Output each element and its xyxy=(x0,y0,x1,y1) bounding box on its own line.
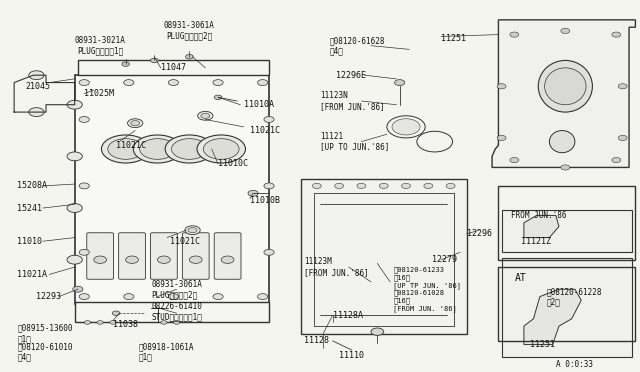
Text: 11010: 11010 xyxy=(17,237,42,246)
Text: 11010B: 11010B xyxy=(250,196,280,205)
FancyBboxPatch shape xyxy=(301,179,467,334)
Circle shape xyxy=(125,256,138,263)
Circle shape xyxy=(173,321,180,324)
Text: 08226-61410
STUDスタッド（1）: 08226-61410 STUDスタッド（1） xyxy=(151,302,202,321)
Text: 15241: 15241 xyxy=(17,203,42,212)
Ellipse shape xyxy=(549,131,575,153)
Circle shape xyxy=(112,311,120,315)
Circle shape xyxy=(127,119,143,128)
Text: Ⓑ08120-61628
（4）: Ⓑ08120-61628 （4） xyxy=(330,36,385,55)
Text: 11010A: 11010A xyxy=(244,100,273,109)
FancyBboxPatch shape xyxy=(502,210,632,252)
FancyBboxPatch shape xyxy=(78,60,269,75)
Circle shape xyxy=(150,58,158,62)
Circle shape xyxy=(122,62,129,66)
Circle shape xyxy=(264,249,274,255)
Circle shape xyxy=(264,116,274,122)
Circle shape xyxy=(618,84,627,89)
Circle shape xyxy=(335,183,344,189)
Circle shape xyxy=(257,294,268,299)
Text: 11025M: 11025M xyxy=(84,89,114,98)
Circle shape xyxy=(109,321,116,324)
Circle shape xyxy=(213,294,223,299)
Text: 11123N
[FROM JUN.'86]: 11123N [FROM JUN.'86] xyxy=(320,91,385,111)
Circle shape xyxy=(94,256,106,263)
Circle shape xyxy=(67,100,83,109)
FancyBboxPatch shape xyxy=(118,233,145,279)
Text: 08931-3061A
PLUGプラグ（2）: 08931-3061A PLUGプラグ（2） xyxy=(164,21,215,41)
Circle shape xyxy=(73,286,83,292)
Ellipse shape xyxy=(545,68,586,105)
Circle shape xyxy=(79,80,90,86)
Text: 11251: 11251 xyxy=(441,34,466,43)
Circle shape xyxy=(221,256,234,263)
Circle shape xyxy=(157,256,170,263)
Circle shape xyxy=(248,190,258,196)
Circle shape xyxy=(67,152,83,161)
FancyBboxPatch shape xyxy=(75,302,269,323)
Circle shape xyxy=(510,32,519,37)
Text: ⑩08915-13600
（1）: ⑩08915-13600 （1） xyxy=(17,324,73,343)
Circle shape xyxy=(392,119,420,135)
Circle shape xyxy=(401,183,410,189)
Circle shape xyxy=(79,116,90,122)
Circle shape xyxy=(131,121,140,126)
Text: 11021C: 11021C xyxy=(116,141,146,150)
Circle shape xyxy=(172,139,207,159)
Circle shape xyxy=(424,183,433,189)
Circle shape xyxy=(618,135,627,141)
Circle shape xyxy=(612,157,621,163)
Circle shape xyxy=(84,321,91,324)
Text: 11110: 11110 xyxy=(339,351,364,360)
Circle shape xyxy=(168,80,179,86)
Text: 11121Z: 11121Z xyxy=(521,237,551,246)
Circle shape xyxy=(67,255,83,264)
Circle shape xyxy=(124,294,134,299)
Circle shape xyxy=(312,183,321,189)
Circle shape xyxy=(497,84,506,89)
Text: 12293: 12293 xyxy=(36,292,61,301)
Polygon shape xyxy=(492,20,636,167)
Text: Ⓑ08120-61233
（16）
[UP TP JUN. '86]
Ⓑ08120-61028
（16）
[FROM JUN. '86]: Ⓑ08120-61233 （16） [UP TP JUN. '86] Ⓑ0812… xyxy=(394,267,461,312)
Circle shape xyxy=(197,135,246,163)
Circle shape xyxy=(371,328,384,335)
Circle shape xyxy=(188,228,197,233)
Circle shape xyxy=(612,32,621,37)
Text: 11021C: 11021C xyxy=(170,237,200,246)
FancyBboxPatch shape xyxy=(87,233,113,279)
Circle shape xyxy=(204,139,239,159)
Text: 11128: 11128 xyxy=(304,336,329,345)
Circle shape xyxy=(198,111,213,120)
Text: 11010C: 11010C xyxy=(218,159,248,168)
Text: 11047: 11047 xyxy=(161,63,186,72)
Text: Ⓑ08120-61228
（2）: Ⓑ08120-61228 （2） xyxy=(546,287,602,306)
Text: 11128A: 11128A xyxy=(333,311,363,320)
FancyBboxPatch shape xyxy=(75,75,269,304)
Circle shape xyxy=(29,71,44,80)
Circle shape xyxy=(357,183,366,189)
Circle shape xyxy=(124,80,134,86)
Circle shape xyxy=(79,294,90,299)
Polygon shape xyxy=(524,215,559,238)
Circle shape xyxy=(185,226,200,235)
Circle shape xyxy=(257,80,268,86)
Text: 12296: 12296 xyxy=(467,230,492,238)
Text: Ⓑ08120-61010
（4）: Ⓑ08120-61010 （4） xyxy=(17,342,73,362)
Text: 11038: 11038 xyxy=(113,320,138,329)
Text: FROM JUN.'86: FROM JUN.'86 xyxy=(511,211,566,220)
Circle shape xyxy=(140,139,175,159)
Circle shape xyxy=(561,28,570,33)
Text: 08931-3061A
PLUGプラグ（2）: 08931-3061A PLUGプラグ（2） xyxy=(151,279,202,299)
Circle shape xyxy=(79,183,90,189)
Polygon shape xyxy=(524,289,581,344)
Text: 11021A: 11021A xyxy=(17,270,47,279)
Circle shape xyxy=(101,135,150,163)
FancyBboxPatch shape xyxy=(502,258,632,357)
Circle shape xyxy=(29,108,44,116)
Circle shape xyxy=(97,321,103,324)
Circle shape xyxy=(67,203,83,212)
FancyBboxPatch shape xyxy=(214,233,241,279)
Circle shape xyxy=(394,80,404,86)
Circle shape xyxy=(446,183,455,189)
Text: 08931-3021A
PLUGプラグ（1）: 08931-3021A PLUGプラグ（1） xyxy=(75,36,125,55)
